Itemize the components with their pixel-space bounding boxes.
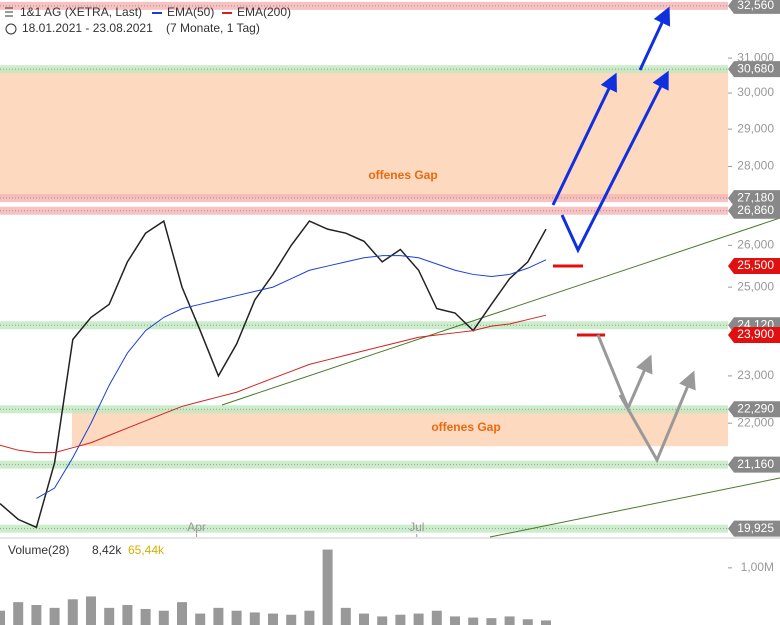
volume-bar bbox=[0, 610, 5, 625]
volume-label: Volume(28) bbox=[8, 543, 69, 557]
zones: offenes Gap offenes Gap bbox=[0, 1, 728, 533]
volume-bar bbox=[377, 616, 388, 625]
header: 1&1 AG (XETRA, Last) EMA(50) EMA(200) 18… bbox=[5, 5, 291, 557]
volume-bar bbox=[104, 607, 115, 625]
volume-bar bbox=[49, 607, 60, 625]
x-tick-label: Jul bbox=[409, 520, 424, 534]
volume-bar bbox=[286, 614, 297, 625]
menu-icon bbox=[5, 7, 13, 17]
y-tick-label: 28,000 bbox=[737, 159, 774, 173]
gap-label: offenes Gap bbox=[431, 420, 500, 434]
volume-bar bbox=[413, 613, 424, 625]
level-tag bbox=[728, 456, 780, 473]
volume-bar bbox=[31, 605, 42, 625]
volume-bar bbox=[13, 602, 24, 625]
period: (7 Monate, 1 Tag) bbox=[166, 21, 260, 35]
title: 1&1 AG (XETRA, Last) bbox=[20, 5, 142, 19]
gap-label: offenes Gap bbox=[368, 168, 437, 182]
clock-icon bbox=[5, 23, 17, 35]
level-tag bbox=[728, 401, 780, 418]
level-label: 32,560 bbox=[737, 0, 774, 12]
volume-bar bbox=[249, 612, 260, 625]
volume-bar bbox=[177, 602, 187, 625]
arrow bbox=[638, 6, 671, 71]
volume-last: 8,42k bbox=[92, 543, 122, 557]
level-tag bbox=[728, 520, 780, 537]
level-label: 30,680 bbox=[737, 61, 774, 75]
volume-bar bbox=[486, 618, 497, 625]
level-tag bbox=[728, 202, 780, 219]
y-tick-label: 25,000 bbox=[737, 279, 774, 293]
line-series bbox=[0, 219, 547, 529]
y-tick-label: 22,000 bbox=[737, 415, 774, 429]
arrow bbox=[560, 70, 669, 254]
volume-bar bbox=[522, 619, 533, 625]
line-series bbox=[0, 314, 547, 454]
level-label: 25,500 bbox=[737, 258, 774, 272]
volume-bar bbox=[450, 616, 460, 625]
volume-bar bbox=[158, 610, 169, 625]
y-tick-label: 29,000 bbox=[737, 121, 774, 135]
x-tick-label: Apr bbox=[187, 520, 206, 534]
level-tag bbox=[728, 190, 780, 207]
y-tick-label: 30,000 bbox=[737, 85, 774, 99]
volume-bar bbox=[195, 613, 206, 625]
level-label: 23,900 bbox=[737, 327, 774, 341]
volume-bar bbox=[231, 610, 242, 625]
volume-bar bbox=[468, 617, 479, 625]
volume-bar bbox=[213, 607, 224, 625]
volume-bar bbox=[541, 620, 551, 625]
volume-tick-label: 1,00M bbox=[741, 560, 774, 574]
volume-bar bbox=[340, 607, 351, 625]
level-label: 21,160 bbox=[737, 457, 774, 471]
y-tick-label: 31,000 bbox=[737, 50, 774, 64]
volume-bar bbox=[395, 614, 406, 625]
level-label: 19,925 bbox=[737, 521, 774, 535]
arrow bbox=[551, 72, 617, 206]
legend-entry: EMA(50) bbox=[167, 5, 214, 19]
gap-zone bbox=[0, 69, 728, 199]
level-label: 27,180 bbox=[737, 190, 774, 204]
level-tag bbox=[728, 0, 780, 14]
volume-bar bbox=[359, 613, 369, 625]
arrows bbox=[551, 6, 696, 464]
volume-bar bbox=[140, 609, 151, 625]
y-axis: 31,000 30,000 29,000 28,000 26,000 25,000 23,0… bbox=[728, 0, 780, 574]
volume-bar bbox=[304, 610, 315, 625]
y-tick-label: 26,000 bbox=[737, 238, 774, 252]
y-tick-label: 23,000 bbox=[737, 368, 774, 382]
arrow bbox=[618, 370, 696, 464]
drawings bbox=[221, 217, 780, 538]
plot: Apr Jul bbox=[0, 219, 605, 625]
volume-average: 65,44k bbox=[128, 543, 165, 557]
trend-line bbox=[221, 217, 780, 406]
gap-zone bbox=[72, 409, 728, 447]
legend-entry: EMA(200) bbox=[237, 5, 291, 19]
line-series bbox=[36, 255, 547, 499]
trend-line bbox=[489, 477, 780, 538]
volume-bar bbox=[504, 616, 515, 625]
volume-bar bbox=[86, 596, 96, 625]
volume-bar bbox=[268, 613, 278, 625]
arrow bbox=[596, 334, 653, 412]
date-range: 18.01.2021 - 23.08.2021 bbox=[22, 21, 153, 35]
volume-bar bbox=[122, 605, 133, 625]
volume-bar bbox=[431, 610, 442, 625]
level-tag bbox=[728, 258, 780, 275]
level-label: 26,860 bbox=[737, 203, 774, 217]
level-label: 22,290 bbox=[737, 401, 774, 415]
volume-bar bbox=[67, 599, 78, 625]
level-tag bbox=[728, 61, 780, 78]
volume-bar bbox=[322, 549, 333, 625]
level-tag bbox=[728, 327, 780, 344]
